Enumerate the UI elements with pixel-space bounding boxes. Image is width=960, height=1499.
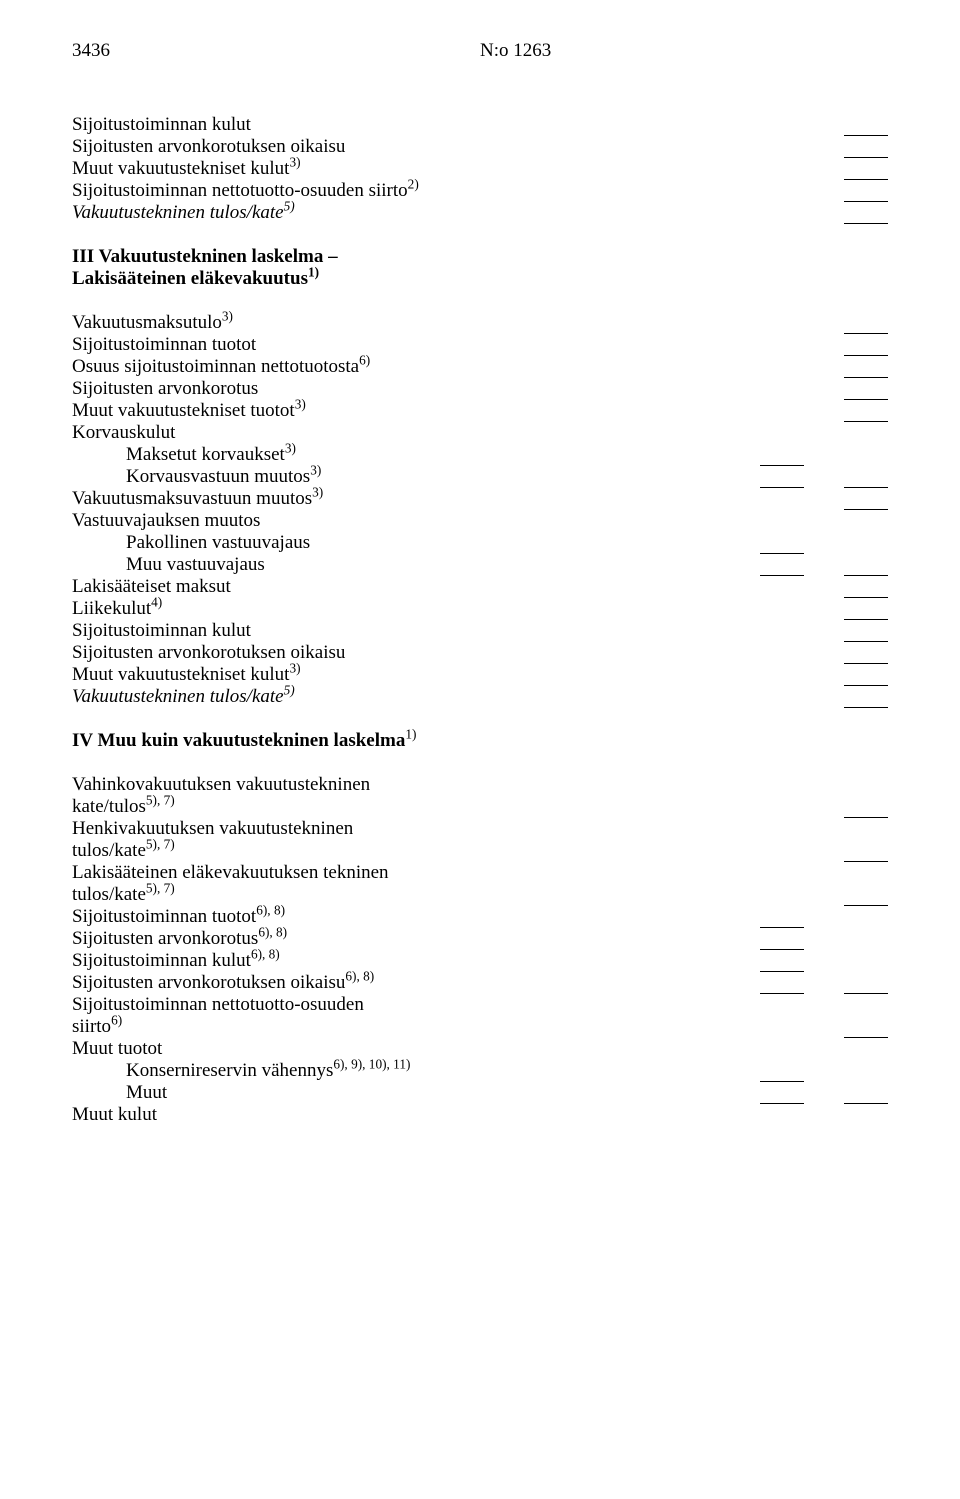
- label: Sijoitustoiminnan tuotot6), 8): [72, 906, 640, 928]
- line-item: Korvausvastuun muutos3): [72, 466, 888, 488]
- label: Muut kulut: [72, 1104, 640, 1126]
- label: Vakuutusmaksuvastuun muutos3): [72, 488, 640, 510]
- line-item: Muut: [72, 1082, 888, 1104]
- label: Korvauskulut: [72, 422, 640, 444]
- section-heading: III Vakuutustekninen laskelma –: [72, 246, 888, 268]
- label: Konsernireservin vähennys6), 9), 10), 11…: [72, 1060, 694, 1082]
- line-item: Muut vakuutustekniset tuotot3): [72, 400, 888, 422]
- label: Muut vakuutustekniset kulut3): [72, 158, 640, 180]
- label: Sijoitusten arvonkorotus: [72, 378, 640, 400]
- line-item: Vakuutustekninen tulos/kate5): [72, 686, 888, 708]
- label: kate/tulos5), 7): [72, 796, 640, 818]
- page: 3436 N:o 1263 Sijoitustoiminnan kulut Si…: [0, 0, 960, 1186]
- line-item: Vakuutusmaksutulo3): [72, 312, 888, 334]
- line-item: Sijoitustoiminnan nettotuotto-osuuden si…: [72, 180, 888, 202]
- line-item: Liikekulut4): [72, 598, 888, 620]
- label: Vakuutustekninen tulos/kate5): [72, 202, 640, 224]
- label: Sijoitustoiminnan nettotuotto-osuuden si…: [72, 180, 640, 202]
- label: Muut vakuutustekniset tuotot3): [72, 400, 640, 422]
- heading-text: IV Muu kuin vakuutustekninen laskelma1): [72, 730, 640, 752]
- label: Muut: [72, 1082, 694, 1104]
- label: Vakuutusmaksutulo3): [72, 312, 640, 334]
- heading-text: III Vakuutustekninen laskelma –: [72, 246, 640, 268]
- line-item: Vakuutustekninen tulos/kate5): [72, 202, 888, 224]
- label: tulos/kate5), 7): [72, 884, 640, 906]
- label: Muu vastuuvajaus: [72, 554, 694, 576]
- line-item: Osuus sijoitustoiminnan nettotuotosta6): [72, 356, 888, 378]
- line-item: Vakuutusmaksuvastuun muutos3): [72, 488, 888, 510]
- label: Muut vakuutustekniset kulut3): [72, 664, 640, 686]
- label: Pakollinen vastuuvajaus: [72, 532, 694, 554]
- label: Vakuutustekninen tulos/kate5): [72, 686, 640, 708]
- line-item: Konsernireservin vähennys6), 9), 10), 11…: [72, 1060, 888, 1082]
- label: Sijoitustoiminnan tuotot: [72, 334, 640, 356]
- line-item: Sijoitusten arvonkorotuksen oikaisu: [72, 642, 888, 664]
- content: Sijoitustoiminnan kulut Sijoitusten arvo…: [72, 114, 888, 1126]
- line-item: Vastuuvajauksen muutos: [72, 510, 888, 532]
- line-item: kate/tulos5), 7): [72, 796, 888, 818]
- line-item: Sijoitustoiminnan tuotot: [72, 334, 888, 356]
- line-item: Sijoitusten arvonkorotus: [72, 378, 888, 400]
- label: Sijoitustoiminnan kulut: [72, 114, 640, 136]
- line-item: Muut tuotot: [72, 1038, 888, 1060]
- heading-text: Lakisääteinen eläkevakuutus1): [72, 268, 640, 290]
- line-item: Sijoitustoiminnan tuotot6), 8): [72, 906, 888, 928]
- line-item: tulos/kate5), 7): [72, 884, 888, 906]
- line-item: Sijoitustoiminnan nettotuotto-osuuden: [72, 994, 888, 1016]
- line-item: Muu vastuuvajaus: [72, 554, 888, 576]
- label: Vastuuvajauksen muutos: [72, 510, 640, 532]
- label: tulos/kate5), 7): [72, 840, 640, 862]
- label: siirto6): [72, 1016, 640, 1038]
- line-item: Lakisääteinen eläkevakuutuksen tekninen: [72, 862, 888, 884]
- page-number-left: 3436: [72, 40, 480, 62]
- label: Liikekulut4): [72, 598, 640, 620]
- label: Sijoitusten arvonkorotuksen oikaisu: [72, 642, 640, 664]
- line-item: Sijoitustoiminnan kulut: [72, 114, 888, 136]
- label: Maksetut korvaukset3): [72, 444, 694, 466]
- line-item: siirto6): [72, 1016, 888, 1038]
- line-item: tulos/kate5), 7): [72, 840, 888, 862]
- label: Korvausvastuun muutos3): [72, 466, 694, 488]
- line-item: Muut vakuutustekniset kulut3): [72, 158, 888, 180]
- label: Sijoitusten arvonkorotus6), 8): [72, 928, 640, 950]
- line-item: Muut kulut: [72, 1104, 888, 1126]
- line-item: Lakisääteiset maksut: [72, 576, 888, 598]
- line-item: Sijoitustoiminnan kulut: [72, 620, 888, 642]
- line-item: Sijoitusten arvonkorotuksen oikaisu: [72, 136, 888, 158]
- line-item: Sijoitusten arvonkorotuksen oikaisu6), 8…: [72, 972, 888, 994]
- section-heading-line2: Lakisääteinen eläkevakuutus1): [72, 268, 888, 290]
- label: Sijoitusten arvonkorotuksen oikaisu6), 8…: [72, 972, 640, 994]
- label: Sijoitustoiminnan kulut: [72, 620, 640, 642]
- label: Osuus sijoitustoiminnan nettotuotosta6): [72, 356, 640, 378]
- line-item: Korvauskulut: [72, 422, 888, 444]
- header-row: 3436 N:o 1263: [72, 40, 888, 62]
- line-item: Pakollinen vastuuvajaus: [72, 532, 888, 554]
- label: Sijoitusten arvonkorotuksen oikaisu: [72, 136, 640, 158]
- line-item: Muut vakuutustekniset kulut3): [72, 664, 888, 686]
- label: Sijoitustoiminnan nettotuotto-osuuden: [72, 994, 640, 1016]
- line-item: Sijoitustoiminnan kulut6), 8): [72, 950, 888, 972]
- line-item: Maksetut korvaukset3): [72, 444, 888, 466]
- line-item: Vahinkovakuutuksen vakuutustekninen: [72, 774, 888, 796]
- section-heading: IV Muu kuin vakuutustekninen laskelma1): [72, 730, 888, 752]
- line-item: Henkivakuutuksen vakuutustekninen: [72, 818, 888, 840]
- line-item: Sijoitusten arvonkorotus6), 8): [72, 928, 888, 950]
- doc-number: N:o 1263: [480, 40, 888, 62]
